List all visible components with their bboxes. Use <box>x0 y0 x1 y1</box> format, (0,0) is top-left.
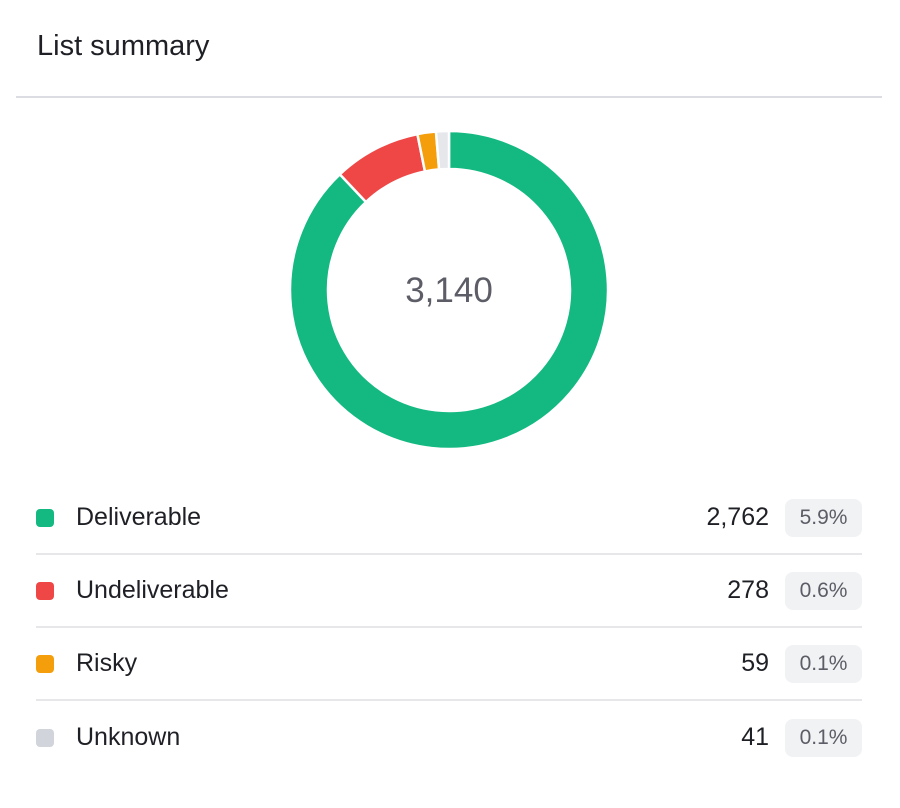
legend-label: Deliverable <box>76 503 202 531</box>
percent-badge: 5.9% <box>785 498 862 537</box>
legend-label: Unknown <box>76 723 181 751</box>
legend-swatch <box>36 728 54 747</box>
percent-badge: 0.6% <box>785 571 862 610</box>
total-count: 3,140 <box>405 271 493 310</box>
legend-count: 59 <box>741 649 769 677</box>
legend: Deliverable 2,762 5.9% Undeliverable 278… <box>36 482 862 774</box>
legend-swatch <box>36 654 54 673</box>
legend-row-undeliverable: Undeliverable 278 0.6% <box>36 555 862 628</box>
legend-row-deliverable: Deliverable 2,762 5.9% <box>36 482 862 555</box>
legend-count: 2,762 <box>706 503 769 531</box>
legend-label: Undeliverable <box>76 576 229 604</box>
legend-label: Risky <box>76 649 138 677</box>
divider <box>16 96 882 98</box>
percent-badge: 0.1% <box>785 644 862 683</box>
legend-row-unknown: Unknown 41 0.1% <box>36 701 862 774</box>
slice-unknown <box>434 130 451 171</box>
legend-row-risky: Risky 59 0.1% <box>36 628 862 701</box>
legend-count: 41 <box>741 723 769 751</box>
card-title: List summary <box>37 30 210 62</box>
legend-swatch <box>36 508 54 527</box>
percent-badge: 0.1% <box>785 718 862 757</box>
legend-swatch <box>36 581 54 600</box>
slice-deliverable <box>289 130 609 450</box>
legend-count: 278 <box>727 576 769 604</box>
donut-chart: 3,140 <box>289 130 609 450</box>
